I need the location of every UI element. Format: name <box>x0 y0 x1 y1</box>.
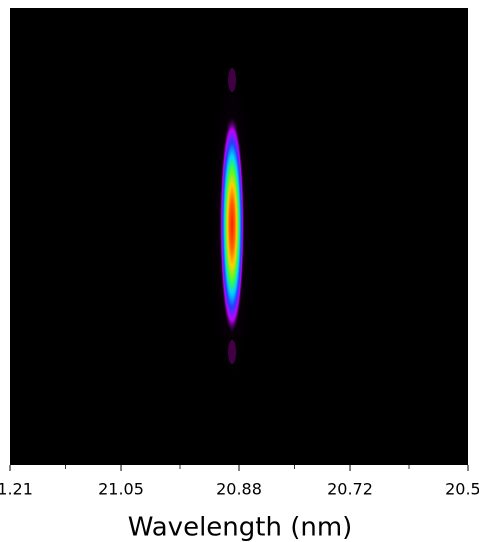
x-tick-label: 21.05 <box>98 480 144 499</box>
image-layer <box>210 65 254 385</box>
spot-tail <box>228 340 236 364</box>
x-axis: 21.21 21.05 20.88 20.72 20.55 <box>0 465 479 499</box>
spot-tail <box>228 68 236 92</box>
spot <box>220 117 244 333</box>
x-tick-label: 20.72 <box>327 480 373 499</box>
x-tick-label: 21.21 <box>0 480 33 499</box>
x-tick-label: 20.55 <box>445 480 479 499</box>
chart: 21.21 21.05 20.88 20.72 20.55 Wavelength (nm… <box>0 0 479 542</box>
x-tick-label: 20.88 <box>216 480 262 499</box>
x-axis-label: Wavelength (nm) <box>128 513 353 542</box>
